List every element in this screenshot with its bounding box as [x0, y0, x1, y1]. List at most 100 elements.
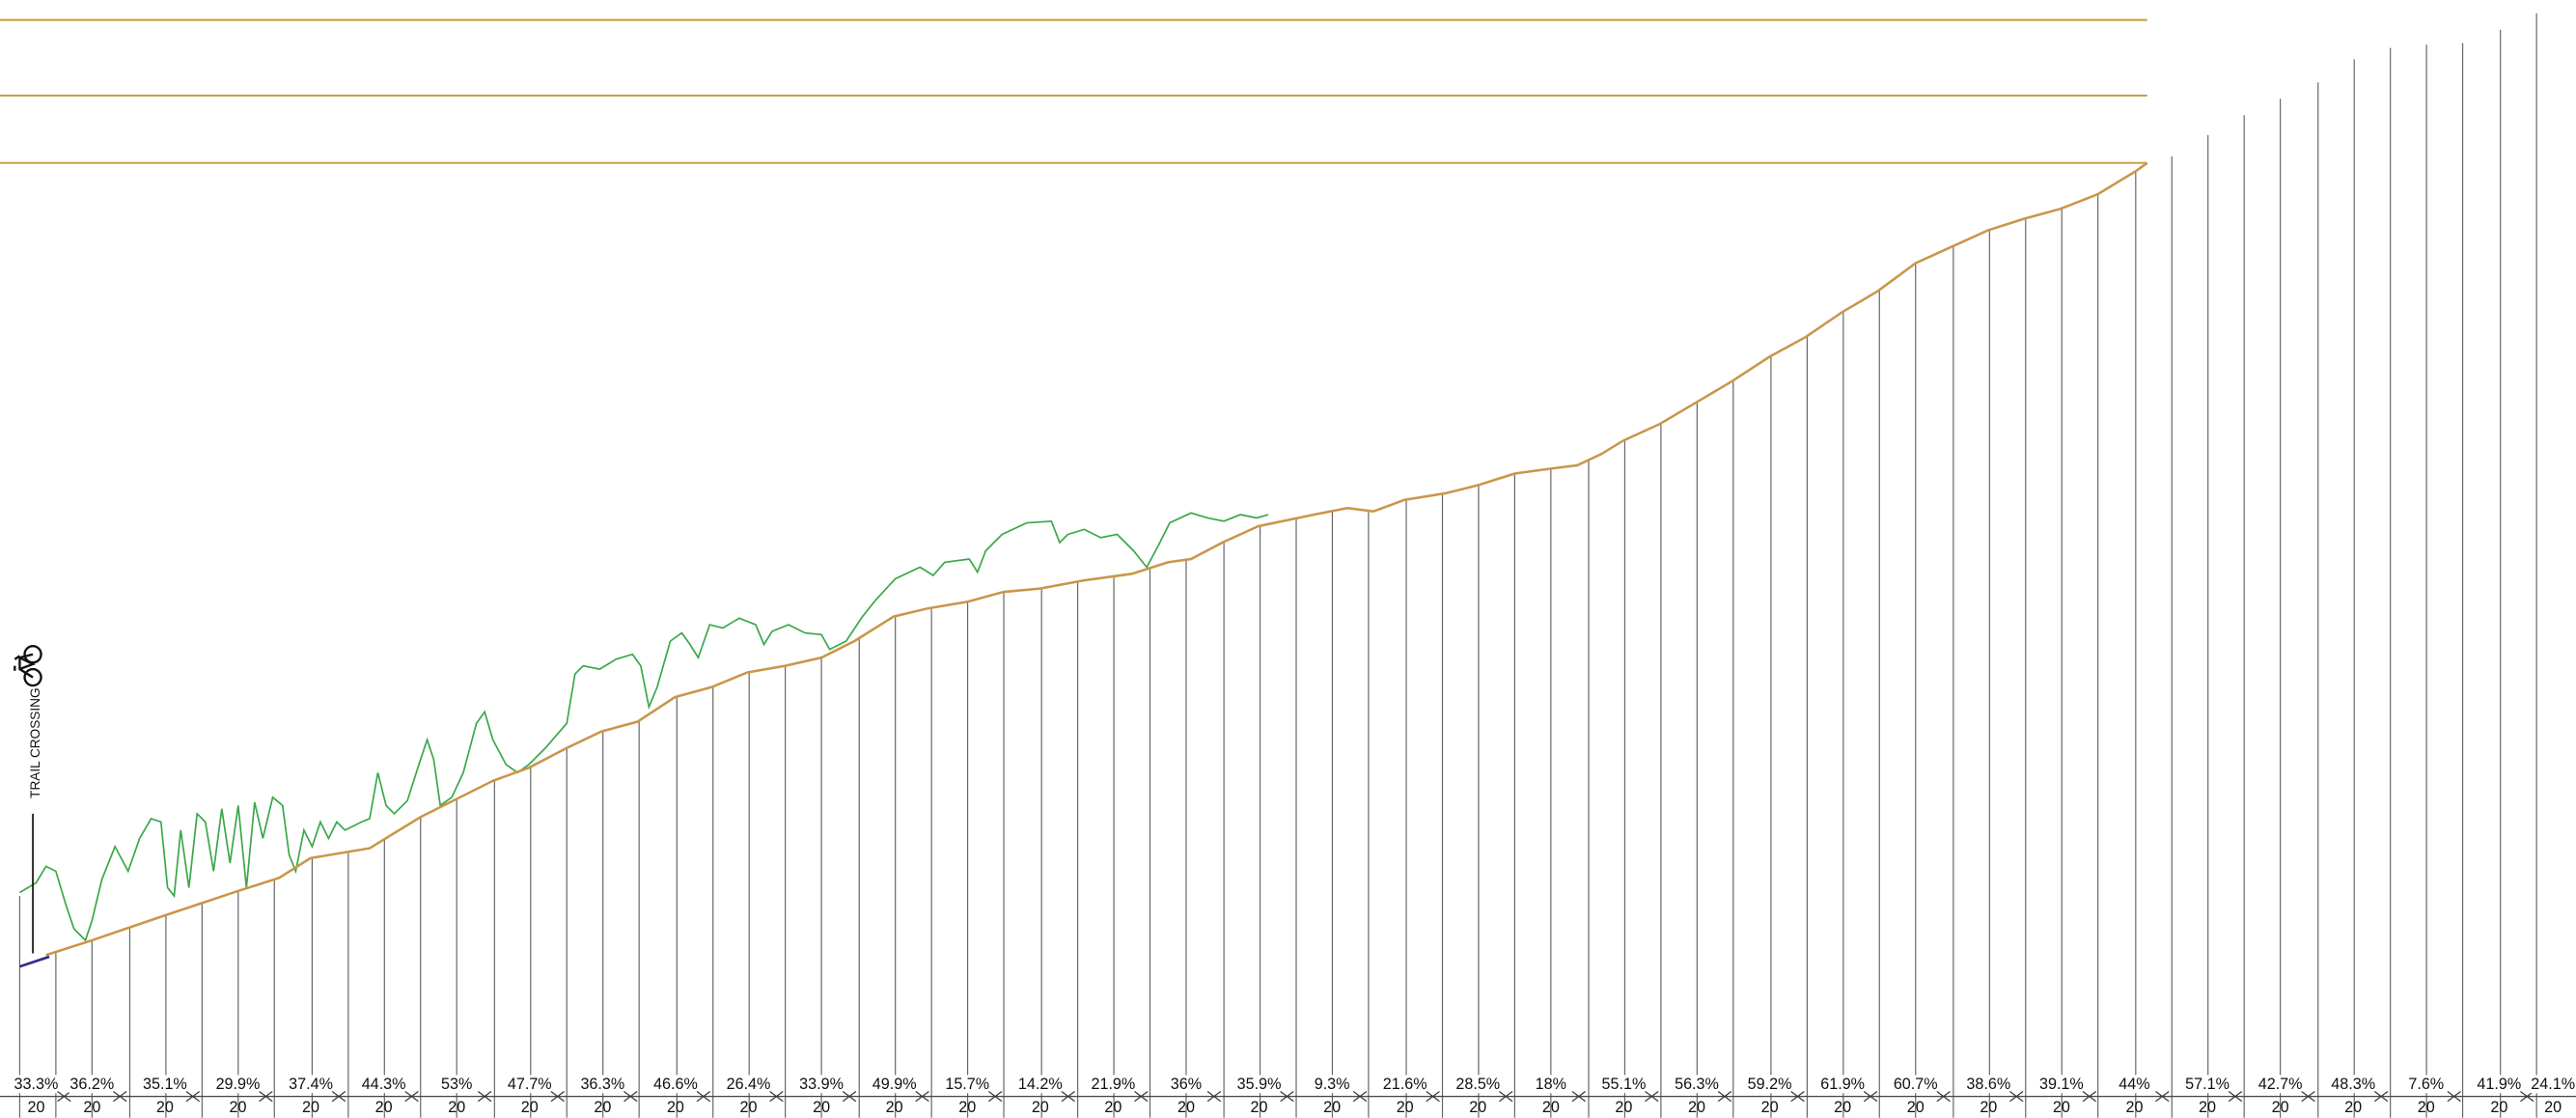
divider-arrow — [988, 1091, 1003, 1103]
length-label: 20 — [813, 1099, 830, 1116]
divider-arrow — [2373, 1091, 2389, 1103]
divider-arrow — [1717, 1091, 1732, 1103]
label-mask — [360, 1075, 407, 1094]
label-mask — [1016, 1075, 1064, 1094]
grade-label: 57.1% — [2185, 1076, 2230, 1093]
length-label: 20 — [1032, 1099, 1049, 1116]
label-mask — [1090, 1075, 1137, 1094]
divider-arrow — [550, 1091, 565, 1103]
grade-label: 36% — [1171, 1076, 1202, 1093]
grade-label: 59.2% — [1748, 1076, 1792, 1093]
length-label: 20 — [1397, 1099, 1414, 1116]
start-marker — [18, 955, 50, 968]
label-mask — [1454, 1075, 1502, 1094]
segment-labels: 33.3% 20 36.2% 20 35.1% 20 29.9% 20 37.4% 20 44.3%… — [13, 1075, 2576, 1116]
divider-arrow — [1134, 1091, 1149, 1103]
length-label: 20 — [1104, 1099, 1122, 1116]
label-mask — [1235, 1075, 1283, 1094]
label-mask — [2111, 1075, 2158, 1094]
divider-arrow — [1352, 1091, 1368, 1103]
length-label: 20 — [2199, 1099, 2216, 1116]
length-label: 20 — [302, 1099, 319, 1116]
label-mask — [1746, 1075, 1793, 1094]
divider-arrow — [113, 1091, 127, 1103]
existing-ground — [18, 512, 1269, 942]
grade-label: 15.7% — [945, 1076, 989, 1093]
label-mask — [2476, 1075, 2523, 1094]
grade-label: 21.6% — [1383, 1076, 1427, 1093]
length-label: 20 — [1834, 1099, 1851, 1116]
divider-arrow — [2301, 1091, 2315, 1103]
label-mask — [1600, 1075, 1648, 1094]
divider-arrow — [696, 1091, 711, 1103]
proposed-profile — [45, 161, 2148, 957]
length-label: 20 — [1907, 1099, 1925, 1116]
grade-label: 53% — [441, 1076, 472, 1093]
divider-arrow — [1936, 1091, 1951, 1103]
divider-arrow — [1645, 1091, 1659, 1103]
grade-label: 48.3% — [2331, 1076, 2375, 1093]
divider-arrow — [331, 1091, 346, 1103]
length-label: 20 — [1177, 1099, 1195, 1116]
label-mask — [69, 1075, 116, 1094]
divider-arrow — [259, 1091, 273, 1103]
divider-arrow — [477, 1091, 492, 1103]
length-label: 20 — [1615, 1099, 1632, 1116]
label-mask — [2257, 1075, 2304, 1094]
divider-arrow — [2009, 1091, 2024, 1103]
divider-arrow — [623, 1091, 638, 1103]
label-mask — [2038, 1075, 2085, 1094]
grade-label: 46.6% — [653, 1076, 698, 1093]
length-label: 20 — [83, 1099, 100, 1116]
length-label: 20 — [1469, 1099, 1486, 1116]
grade-label: 38.6% — [1966, 1076, 2010, 1093]
length-label: 20 — [521, 1099, 539, 1116]
divider-arrow — [404, 1091, 419, 1103]
grade-label: 9.3% — [1315, 1076, 1350, 1093]
grade-label: 36.2% — [69, 1076, 114, 1093]
label-mask — [2184, 1075, 2230, 1094]
label-mask — [871, 1075, 918, 1094]
label-mask — [142, 1075, 188, 1094]
divider-arrow — [2228, 1091, 2243, 1103]
divider-arrow — [1790, 1091, 1805, 1103]
length-label: 20 — [886, 1099, 903, 1116]
label-mask — [1381, 1075, 1428, 1094]
length-label: 20 — [2053, 1099, 2070, 1116]
grade-label: 49.9% — [873, 1076, 917, 1093]
length-label: 20 — [2544, 1099, 2562, 1116]
grade-label: 61.9% — [1820, 1076, 1865, 1093]
length-label: 20 — [375, 1099, 393, 1116]
divider-arrow — [185, 1091, 201, 1103]
label-mask — [506, 1075, 553, 1094]
grade-label: 44% — [2119, 1076, 2149, 1093]
length-label: 20 — [1761, 1099, 1779, 1116]
grade-label: 26.4% — [727, 1076, 771, 1093]
length-label: 20 — [2490, 1099, 2507, 1116]
label-mask — [2330, 1075, 2377, 1094]
label-mask — [2530, 1075, 2576, 1094]
length-label: 20 — [1251, 1099, 1268, 1116]
grade-label: 28.5% — [1455, 1076, 1500, 1093]
station-lines — [18, 13, 2537, 1118]
grade-label: 42.7% — [2258, 1076, 2303, 1093]
grade-label: 33.3% — [14, 1076, 59, 1093]
label-mask — [1528, 1075, 1574, 1094]
grade-label: 7.6% — [2408, 1076, 2444, 1093]
length-label: 20 — [2344, 1099, 2362, 1116]
label-mask — [1892, 1075, 1939, 1094]
grade-label: 29.9% — [216, 1076, 261, 1093]
annotation: TRAIL CROSSING — [28, 687, 42, 797]
divider-arrow — [1863, 1091, 1878, 1103]
grade-label: 47.7% — [508, 1076, 552, 1093]
length-label: 20 — [740, 1099, 758, 1116]
grade-label: 18% — [1536, 1076, 1566, 1093]
grade-label: 21.9% — [1091, 1076, 1135, 1093]
divider-arrow — [2447, 1091, 2461, 1103]
length-label: 20 — [667, 1099, 684, 1116]
label-mask — [288, 1075, 334, 1094]
label-mask — [725, 1075, 772, 1094]
label-mask — [1965, 1075, 2012, 1094]
